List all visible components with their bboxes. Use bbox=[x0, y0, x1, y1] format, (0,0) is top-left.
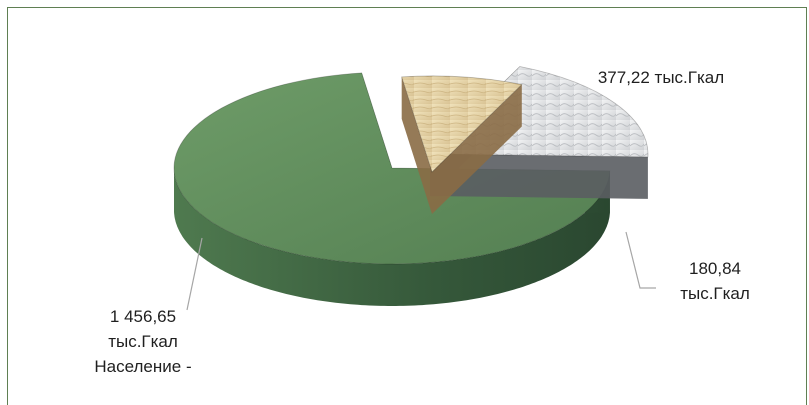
data-label-slice-2: 180,84 тыс.Гкал bbox=[660, 256, 770, 306]
data-label-slice-2-line1: 180,84 bbox=[689, 259, 741, 278]
chart-frame bbox=[7, 7, 807, 405]
pie-slice-2 bbox=[401, 75, 523, 215]
pie-slice-3-cut-1 bbox=[430, 154, 648, 199]
data-label-population-line2: тыс.Гкал bbox=[108, 332, 178, 351]
data-label-slice-3: 377,22 тыс.Гкал bbox=[576, 65, 746, 90]
pie-slice-population-side bbox=[174, 168, 610, 306]
data-label-population-line1: 1 456,65 bbox=[109, 307, 177, 326]
pie-slice-2-cut-0 bbox=[401, 76, 432, 215]
pie-slice-2-cut-1 bbox=[432, 84, 522, 214]
data-label-population-line3: Население - bbox=[94, 357, 192, 376]
data-label-population: 1 456,65 тыс.Гкал Население - bbox=[68, 304, 218, 379]
pie-slice-population-top bbox=[173, 72, 611, 265]
pie-slice-2-top bbox=[401, 75, 523, 173]
leader-line-slice-2 bbox=[625, 231, 656, 289]
data-label-slice-3-line1: 377,22 тыс.Гкал bbox=[597, 68, 725, 87]
data-label-slice-2-line2: тыс.Гкал bbox=[680, 284, 750, 303]
leader-line-population bbox=[186, 237, 203, 311]
